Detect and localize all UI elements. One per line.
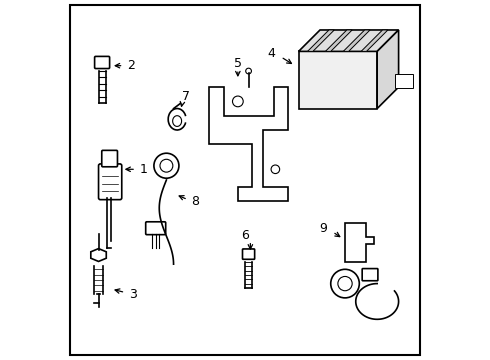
Polygon shape xyxy=(91,249,106,261)
FancyBboxPatch shape xyxy=(95,57,110,68)
Text: 3: 3 xyxy=(129,288,137,301)
Polygon shape xyxy=(209,87,288,202)
Text: 1: 1 xyxy=(140,163,147,176)
Polygon shape xyxy=(377,30,398,109)
Circle shape xyxy=(154,153,179,178)
FancyBboxPatch shape xyxy=(243,249,255,259)
FancyBboxPatch shape xyxy=(298,51,377,109)
FancyBboxPatch shape xyxy=(146,222,166,235)
Text: 2: 2 xyxy=(127,59,135,72)
Polygon shape xyxy=(343,30,370,51)
Circle shape xyxy=(331,269,359,298)
FancyBboxPatch shape xyxy=(98,164,122,200)
Circle shape xyxy=(160,159,173,172)
Text: 8: 8 xyxy=(192,195,199,208)
Polygon shape xyxy=(395,73,413,88)
FancyBboxPatch shape xyxy=(362,269,378,281)
FancyBboxPatch shape xyxy=(102,150,118,167)
Polygon shape xyxy=(361,30,388,51)
Text: 7: 7 xyxy=(182,90,191,103)
Circle shape xyxy=(338,276,352,291)
Polygon shape xyxy=(325,30,352,51)
Polygon shape xyxy=(345,223,373,262)
Text: 5: 5 xyxy=(234,57,242,71)
Polygon shape xyxy=(298,30,398,51)
Circle shape xyxy=(271,165,280,174)
Text: 4: 4 xyxy=(268,47,275,60)
Circle shape xyxy=(232,96,243,107)
Polygon shape xyxy=(308,30,334,51)
Text: 9: 9 xyxy=(319,222,327,235)
Circle shape xyxy=(245,68,251,74)
Text: 6: 6 xyxy=(241,229,248,242)
